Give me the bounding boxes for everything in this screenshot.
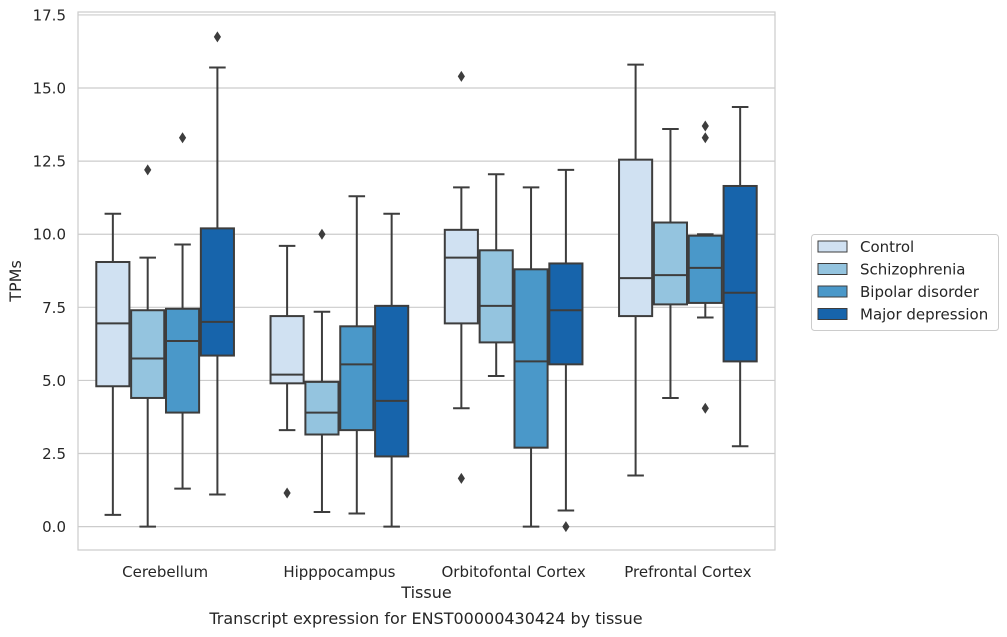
y-tick-label: 0.0 — [42, 518, 66, 536]
box-schizophrenia — [478, 173, 514, 378]
legend-swatch — [817, 285, 848, 298]
y-axis-ticks: 0.0 2.5 5.0 7.5 10.0 12.5 15.0 17.5 — [33, 6, 66, 536]
chart-caption: Transcript expression for ENST0000043042… — [208, 609, 642, 628]
box-schizophrenia — [652, 127, 689, 399]
outlier-point — [213, 31, 221, 43]
x-tick-label: Hipppocampus — [283, 563, 395, 581]
outlier-point — [283, 487, 291, 499]
box-bipolar-disorder — [513, 186, 549, 528]
outlier-point — [701, 132, 709, 144]
box-major-depression — [548, 168, 584, 533]
y-tick-label: 5.0 — [42, 372, 66, 390]
legend-label: Schizophrenia — [860, 261, 965, 279]
box-iqr — [618, 158, 654, 318]
outlier-point — [178, 132, 187, 144]
box-bipolar-disorder — [687, 120, 723, 414]
box-iqr — [304, 380, 340, 436]
y-tick-label: 7.5 — [42, 299, 66, 317]
x-tick-label: Cerebellum — [122, 563, 208, 581]
outlier-point — [562, 521, 570, 533]
y-axis-label: TPMs — [6, 260, 25, 303]
legend-swatch — [817, 240, 848, 253]
y-tick-label: 17.5 — [33, 6, 66, 24]
box-major-depression — [374, 212, 410, 528]
box-control — [443, 70, 479, 484]
outlier-point — [457, 472, 465, 484]
outlier-point — [144, 164, 152, 176]
box-control — [618, 63, 654, 477]
y-tick-label: 12.5 — [33, 153, 66, 171]
box-iqr — [478, 249, 514, 344]
box-bipolar-disorder — [164, 132, 201, 490]
x-tick-label: Prefrontal Cortex — [624, 563, 751, 581]
box-control — [95, 212, 131, 516]
box-iqr — [199, 227, 235, 357]
legend-label: Control — [860, 238, 914, 256]
box-iqr — [652, 221, 689, 306]
box-iqr — [130, 309, 166, 399]
box-schizophrenia — [304, 228, 340, 513]
y-tick-label: 2.5 — [42, 445, 66, 463]
box-iqr — [339, 325, 375, 432]
box-schizophrenia — [130, 164, 166, 528]
box-major-depression — [199, 31, 235, 496]
legend-label: Major depression — [860, 306, 988, 324]
y-tick-label: 10.0 — [33, 226, 66, 244]
box-iqr — [548, 262, 584, 366]
box-iqr — [722, 184, 758, 363]
legend-swatch — [817, 263, 848, 275]
box-iqr — [513, 268, 549, 449]
legend: Control Schizophrenia Bipolar disorder Majo… — [811, 234, 999, 331]
plot-frame — [77, 11, 776, 551]
outlier-point — [457, 70, 465, 82]
box-major-depression — [722, 106, 758, 448]
legend-label: Bipolar disorder — [860, 283, 980, 301]
legend-swatch — [817, 308, 848, 320]
outlier-point — [701, 402, 709, 414]
box-iqr — [374, 304, 410, 458]
outlier-point — [701, 120, 709, 132]
legend-frame — [811, 234, 999, 331]
box-iqr — [687, 234, 723, 304]
y-tick-label: 15.0 — [33, 80, 66, 98]
box-iqr — [443, 228, 479, 325]
box-groups — [95, 31, 758, 533]
box-iqr — [269, 315, 305, 385]
box-iqr — [164, 307, 201, 414]
box-bipolar-disorder — [339, 195, 375, 515]
outlier-point — [318, 228, 326, 240]
box-control — [269, 244, 305, 499]
x-axis-label: Tissue — [400, 583, 451, 602]
x-tick-label: Orbitofontal Cortex — [442, 563, 586, 581]
x-axis-ticks: Cerebellum Hipppocampus Orbitofontal Corte… — [122, 563, 751, 581]
